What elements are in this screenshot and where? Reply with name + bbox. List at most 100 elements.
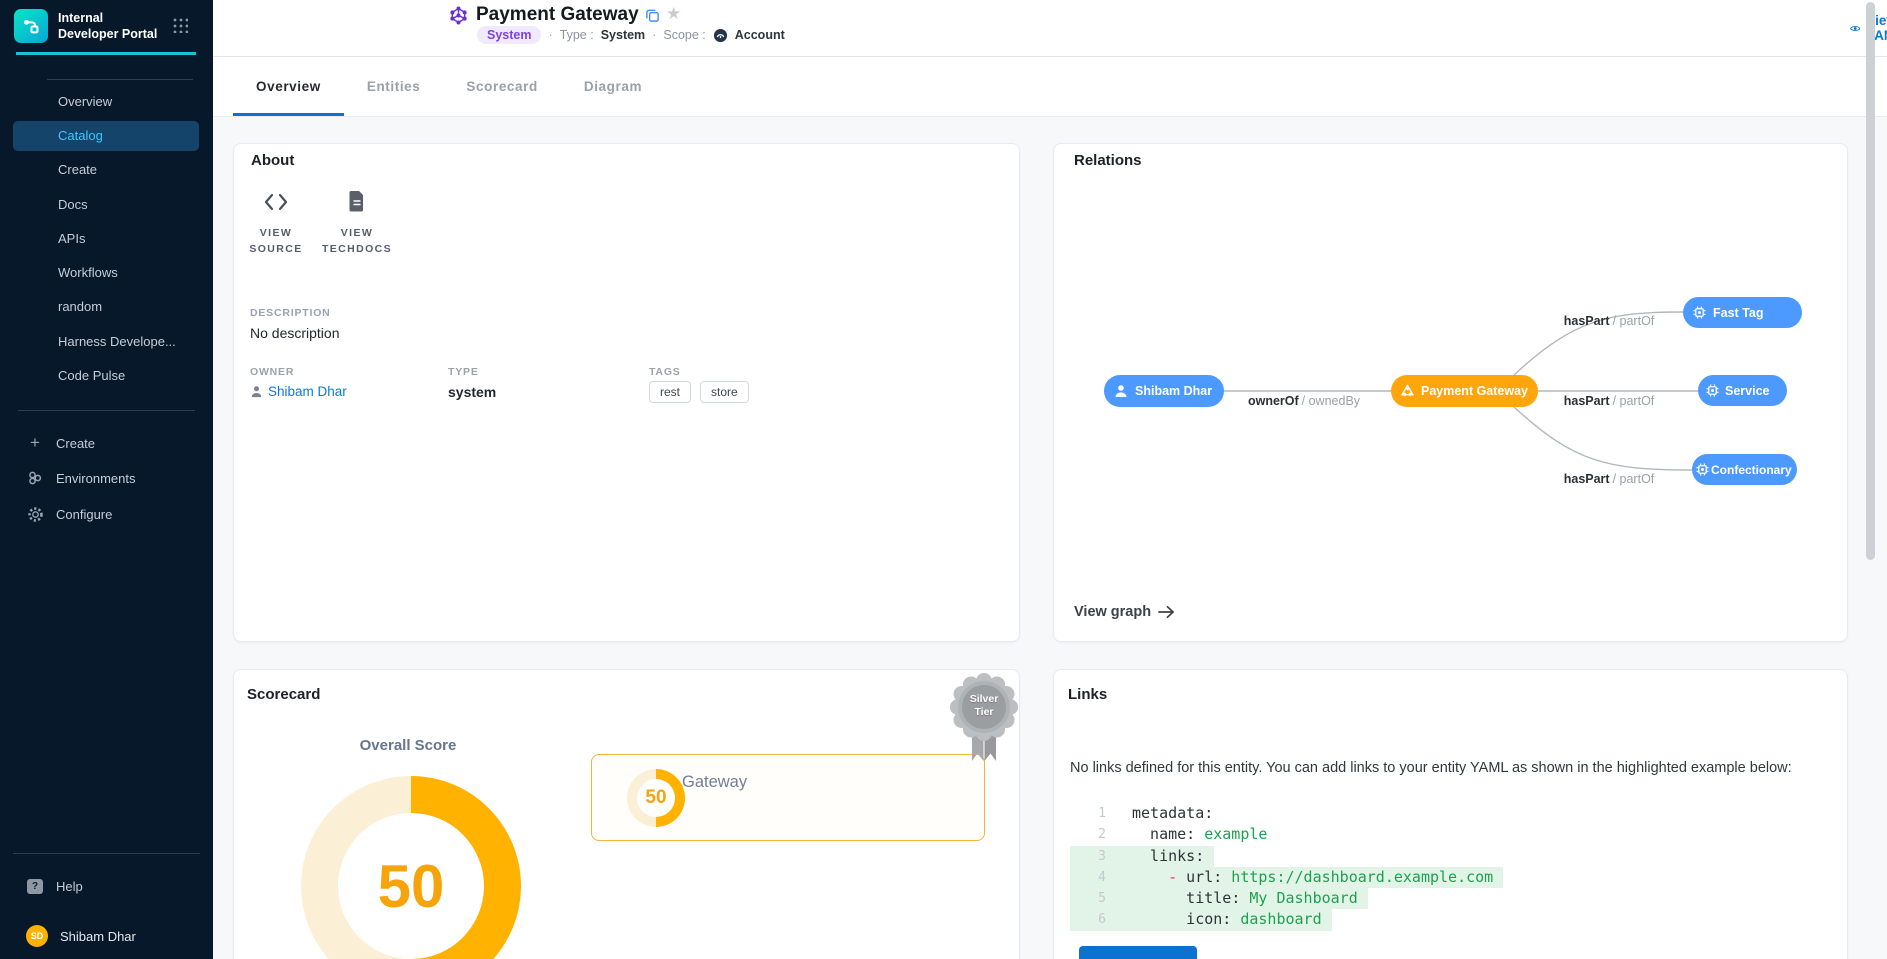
gateway-score-value: 50 <box>645 787 667 808</box>
sidebar-environments-button[interactable]: Environments <box>13 464 199 492</box>
sidebar-item-docs[interactable]: Docs <box>58 197 88 212</box>
description-label: DESCRIPTION <box>250 307 331 319</box>
code-icon <box>264 193 288 211</box>
links-title: Links <box>1068 686 1108 703</box>
sidebar-configure-button[interactable]: Configure <box>13 500 199 528</box>
node-label: Fast Tag <box>1713 305 1764 320</box>
view-source-label-2: SOURCE <box>249 242 303 255</box>
scope-label: Scope : <box>663 28 706 42</box>
type-value: System <box>600 28 646 42</box>
person-icon <box>251 386 262 398</box>
node-label: Service <box>1725 383 1770 398</box>
portal-logo-icon[interactable] <box>14 9 48 43</box>
graph-node-fast-tag[interactable]: Fast Tag <box>1683 297 1802 328</box>
sidebar-create-label: Create <box>56 435 96 451</box>
scope-value: Account <box>734 28 785 42</box>
rosette-ribbon-icon <box>950 673 1018 761</box>
environments-icon <box>26 470 44 486</box>
gear-icon <box>26 506 44 523</box>
edge-label-haspart-middle: hasPart / partOf <box>1563 394 1655 408</box>
star-icon[interactable]: ★ <box>666 4 682 23</box>
sidebar-item-catalog[interactable]: Catalog <box>13 121 199 151</box>
scorecard-title: Scorecard <box>247 686 321 703</box>
chip-icon <box>1696 463 1709 476</box>
app-switcher-icon[interactable] <box>172 17 188 33</box>
page-header: Payment Gateway ★ System · Type : System… <box>213 0 1887 57</box>
tab-entities[interactable]: Entities <box>366 79 421 94</box>
view-graph-link[interactable]: View graph <box>1074 604 1175 620</box>
code-line: 1 metadata: <box>1098 804 1214 822</box>
sidebar-configure-label: Configure <box>56 506 113 522</box>
sidebar-user-name: Shibam Dhar <box>60 928 136 944</box>
view-graph-label: View graph <box>1074 604 1152 620</box>
scorecard-card: Scorecard Overall Score 50 50 Gateway Si… <box>233 669 1020 959</box>
code-line-highlighted: 5 title: My Dashboard <box>1070 888 1368 910</box>
view-techdocs-label-1: VIEW <box>340 227 374 239</box>
kind-badge: System <box>477 26 542 44</box>
help-icon: ? <box>26 878 44 894</box>
code-line: 2 name: example <box>1098 825 1268 844</box>
links-card: Links No links defined for this entity. … <box>1053 669 1848 959</box>
owner-link[interactable]: Shibam Dhar <box>250 384 347 399</box>
copy-icon[interactable] <box>645 8 660 28</box>
sidebar-item-code-pulse[interactable]: Code Pulse <box>58 368 126 383</box>
sidebar-user-button[interactable]: SD Shibam Dhar <box>13 922 199 950</box>
overall-score-value: 50 <box>377 852 445 920</box>
page-scrollbar[interactable] <box>1866 2 1875 560</box>
tag-chip[interactable]: rest <box>649 381 692 403</box>
about-card: About VIEW SOURCE VIEW TECHDOCS DESCRIPT… <box>233 143 1020 642</box>
relations-graph-edges <box>1224 311 1698 471</box>
owner-name: Shibam Dhar <box>268 384 347 399</box>
view-source-button[interactable]: VIEW SOURCE <box>236 192 316 258</box>
node-label: Shibam Dhar <box>1135 384 1213 398</box>
arrow-right-icon <box>1158 605 1175 619</box>
view-source-label-1: VIEW <box>259 227 293 239</box>
tag-chip[interactable]: store <box>700 381 749 403</box>
yaml-example-code: 1 metadata: 2 name: example 3 links: 4 -u… <box>1070 803 1504 931</box>
person-icon <box>1115 385 1127 397</box>
account-icon <box>713 28 728 43</box>
sidebar-item-random[interactable]: random <box>58 299 103 314</box>
sidebar-item-harness-developer[interactable]: Harness Develope... <box>58 334 176 349</box>
graph-node-payment-gateway[interactable]: Payment Gateway <box>1391 375 1538 407</box>
silver-tier-badge: Silver Tier <box>946 673 1022 765</box>
tab-diagram[interactable]: Diagram <box>583 79 643 94</box>
node-label: Payment Gateway <box>1421 384 1528 398</box>
graph-node-owner[interactable]: Shibam Dhar <box>1104 375 1224 407</box>
read-more-button[interactable]: Read more <box>1079 946 1197 959</box>
about-title: About <box>251 152 295 169</box>
type-column-value: system <box>448 384 497 400</box>
edge-label-haspart-top: hasPart / partOf <box>1563 314 1655 328</box>
view-techdocs-button[interactable]: VIEW TECHDOCS <box>317 190 397 258</box>
links-empty-text: No links defined for this entity. You ca… <box>1070 760 1792 776</box>
relations-card: Relations Shibam Dhar Payment Gateway Fa… <box>1053 143 1848 642</box>
overall-score-label: Overall Score <box>359 737 457 754</box>
edge-label-haspart-bottom: hasPart / partOf <box>1563 472 1655 486</box>
sidebar-create-button[interactable]: + Create <box>13 429 199 457</box>
sidebar-divider <box>13 853 200 854</box>
tab-bar: Overview Entities Scorecard Diagram <box>213 57 1887 117</box>
tab-overview[interactable]: Overview <box>233 57 344 116</box>
sidebar-item-create[interactable]: Create <box>58 162 98 177</box>
tab-scorecard[interactable]: Scorecard <box>466 79 538 94</box>
scorecard-entry-gateway[interactable]: 50 Gateway <box>591 754 985 841</box>
sidebar-help-button[interactable]: ? Help <box>13 872 199 900</box>
tier-badge-text: Silver Tier <box>969 693 999 719</box>
plus-icon: + <box>30 433 40 452</box>
page-title: Payment Gateway <box>476 4 639 25</box>
gateway-score-donut: 50 <box>627 769 685 827</box>
description-value: No description <box>250 325 340 341</box>
pipeline-glyph <box>24 19 39 34</box>
code-line-highlighted: 3 links: <box>1070 845 1215 867</box>
system-entity-icon <box>448 5 469 31</box>
sidebar-item-apis[interactable]: APIs <box>58 231 86 246</box>
sidebar-help-label: Help <box>56 878 83 894</box>
sidebar-item-workflows[interactable]: Workflows <box>58 265 118 280</box>
graph-node-service[interactable]: Service <box>1698 375 1787 406</box>
avatar: SD <box>26 925 48 947</box>
graph-node-confectionary[interactable]: Confectionary <box>1692 454 1797 485</box>
sidebar-item-overview[interactable]: Overview <box>58 94 113 109</box>
entity-meta: System · Type : System · Scope : Account <box>477 26 785 44</box>
separator-dot: · <box>652 28 657 42</box>
node-label: Confectionary <box>1711 462 1792 477</box>
